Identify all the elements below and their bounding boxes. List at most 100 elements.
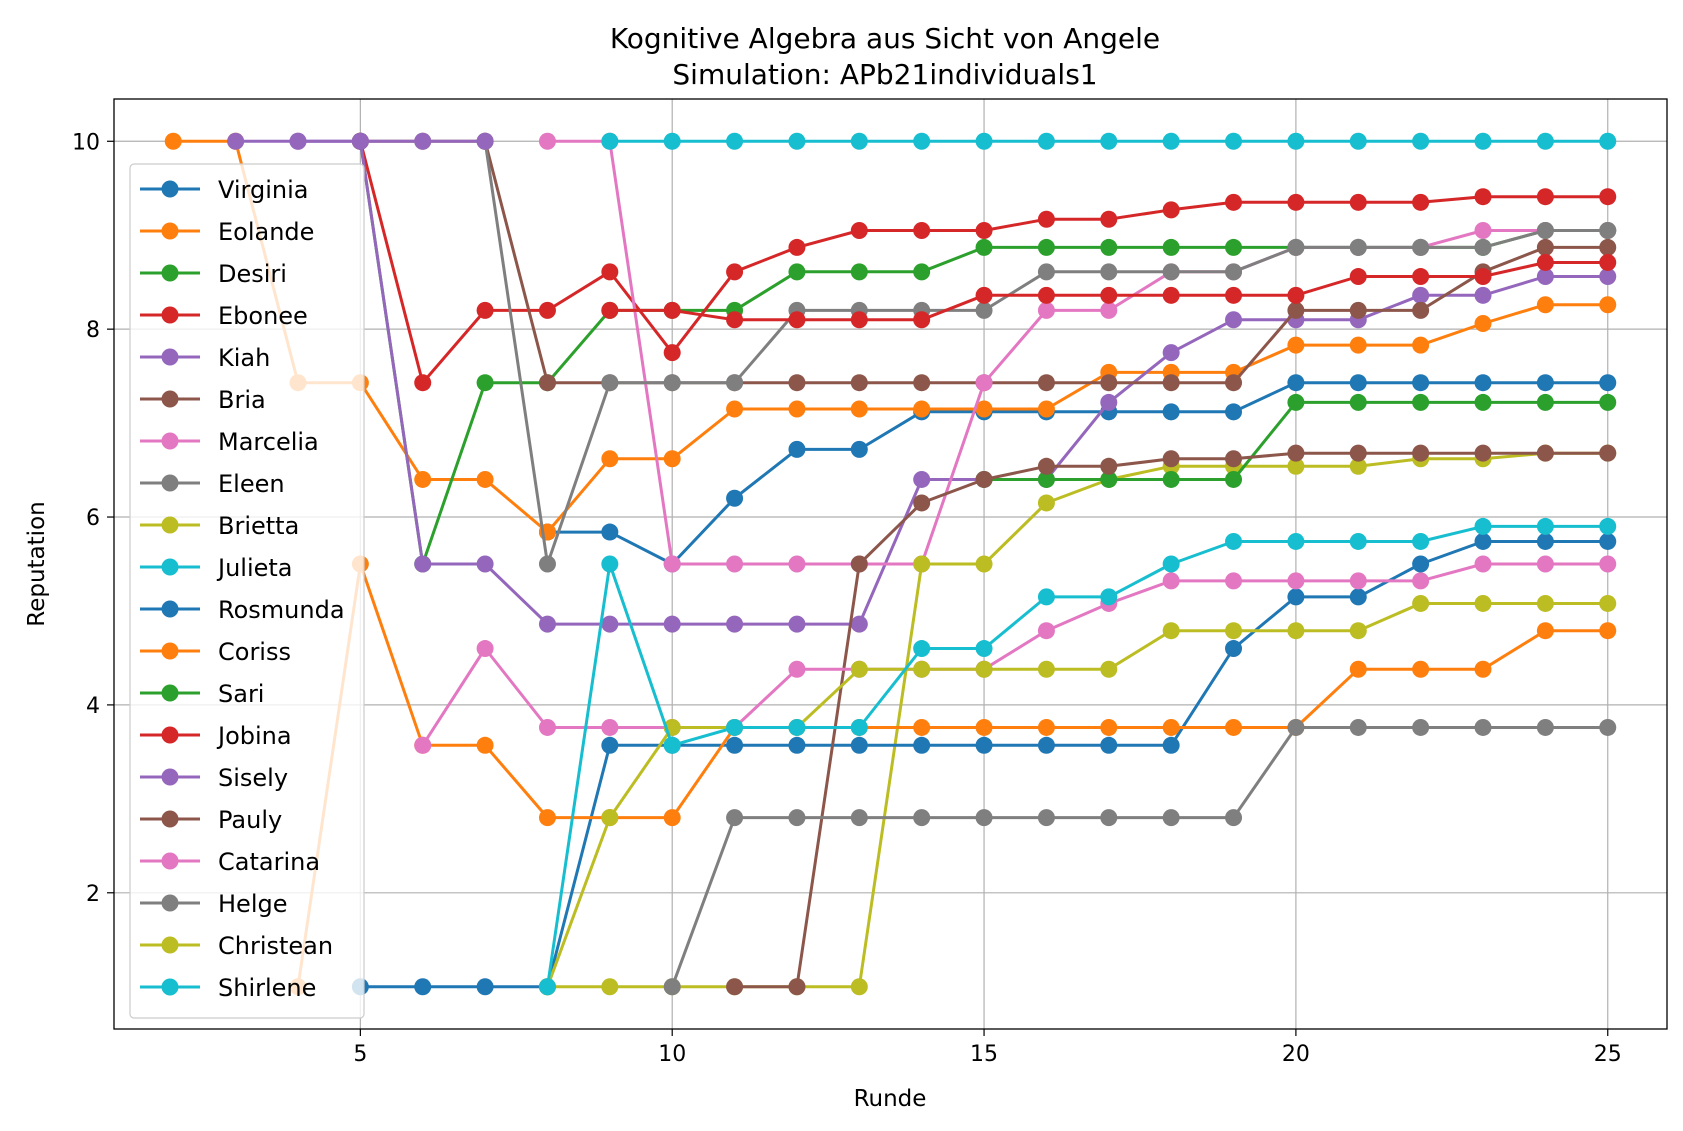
data-point	[1100, 718, 1118, 736]
data-point	[1162, 374, 1180, 392]
data-point	[1536, 268, 1554, 286]
legend-item: Kiah	[140, 344, 270, 372]
data-point	[601, 263, 619, 281]
legend-label: Brietta	[218, 512, 299, 540]
data-point	[913, 132, 931, 150]
data-point	[601, 615, 619, 633]
data-point	[1474, 594, 1492, 612]
data-point	[1287, 132, 1305, 150]
data-point	[414, 132, 432, 150]
data-point	[975, 660, 993, 678]
legend-marker	[161, 810, 179, 828]
data-point	[1412, 132, 1430, 150]
legend-marker	[161, 768, 179, 786]
data-point	[913, 640, 931, 658]
data-point	[476, 736, 494, 754]
data-point	[726, 615, 744, 633]
data-point	[1412, 193, 1430, 211]
data-point	[601, 809, 619, 827]
data-point	[1412, 444, 1430, 462]
data-point	[1162, 201, 1180, 219]
data-point	[913, 374, 931, 392]
data-point	[1412, 594, 1430, 612]
data-point	[1100, 736, 1118, 754]
data-point	[538, 301, 556, 319]
legend-marker	[161, 474, 179, 492]
data-point	[601, 736, 619, 754]
data-point	[1037, 736, 1055, 754]
data-point	[726, 400, 744, 418]
data-point	[1349, 393, 1367, 411]
x-tick-label: 10	[658, 1042, 686, 1067]
data-point	[1536, 555, 1554, 573]
data-point	[726, 718, 744, 736]
legend-label: Eolande	[218, 218, 314, 246]
series-line	[546, 524, 1608, 987]
series-helge	[663, 718, 1617, 996]
data-point	[850, 263, 868, 281]
data-point	[1287, 457, 1305, 475]
data-point	[1287, 588, 1305, 606]
legend-marker	[161, 684, 179, 702]
data-point	[1349, 444, 1367, 462]
data-point	[975, 555, 993, 573]
series-line	[547, 451, 1608, 989]
data-point	[1412, 660, 1430, 678]
series-layer	[164, 132, 1617, 996]
data-point	[1225, 532, 1243, 550]
legend-label: Jobina	[216, 722, 292, 750]
series-line	[296, 562, 1608, 987]
data-point	[788, 736, 806, 754]
legend-label: Catarina	[218, 848, 320, 876]
data-point	[1287, 444, 1305, 462]
legend-item: Shirlene	[140, 974, 316, 1002]
data-point	[1287, 193, 1305, 211]
legend-marker	[161, 180, 179, 198]
legend-marker	[161, 264, 179, 282]
data-point	[1599, 393, 1617, 411]
data-point	[788, 440, 806, 458]
legend-item: Ebonee	[140, 302, 308, 330]
data-point	[1349, 374, 1367, 392]
data-point	[1349, 301, 1367, 319]
data-point	[1474, 238, 1492, 256]
series-line	[547, 381, 1608, 566]
data-point	[913, 400, 931, 418]
x-axis-label: Runde	[854, 1086, 927, 1112]
legend-label: Shirlene	[218, 974, 316, 1002]
x-tick-label: 15	[970, 1042, 998, 1067]
data-point	[1349, 336, 1367, 354]
legend-label: Rosmunda	[218, 596, 345, 624]
series-jobina	[601, 253, 1617, 329]
data-point	[913, 809, 931, 827]
data-point	[850, 660, 868, 678]
data-point	[1162, 450, 1180, 468]
chart-subtitle: Simulation: APb21individuals1	[672, 58, 1097, 91]
data-point	[726, 132, 744, 150]
data-point	[788, 978, 806, 996]
data-point	[351, 132, 369, 150]
data-point	[913, 718, 931, 736]
data-point	[975, 132, 993, 150]
data-point	[726, 978, 744, 996]
data-point	[1162, 809, 1180, 827]
data-point	[1349, 532, 1367, 550]
data-point	[1162, 622, 1180, 640]
legend-label: Pauly	[218, 806, 282, 834]
data-point	[1474, 286, 1492, 304]
data-point	[538, 132, 556, 150]
data-point	[850, 555, 868, 573]
legend-marker	[161, 306, 179, 324]
data-point	[1412, 301, 1430, 319]
legend-label: Sari	[218, 680, 264, 708]
data-point	[538, 978, 556, 996]
legend-label: Kiah	[218, 344, 270, 372]
legend-marker	[161, 936, 179, 954]
data-point	[1037, 660, 1055, 678]
data-point	[1162, 132, 1180, 150]
data-point	[1474, 555, 1492, 573]
legend-item: Eolande	[140, 218, 314, 246]
legend-marker	[161, 432, 179, 450]
data-point	[1287, 238, 1305, 256]
y-tick-label: 4	[86, 694, 100, 719]
